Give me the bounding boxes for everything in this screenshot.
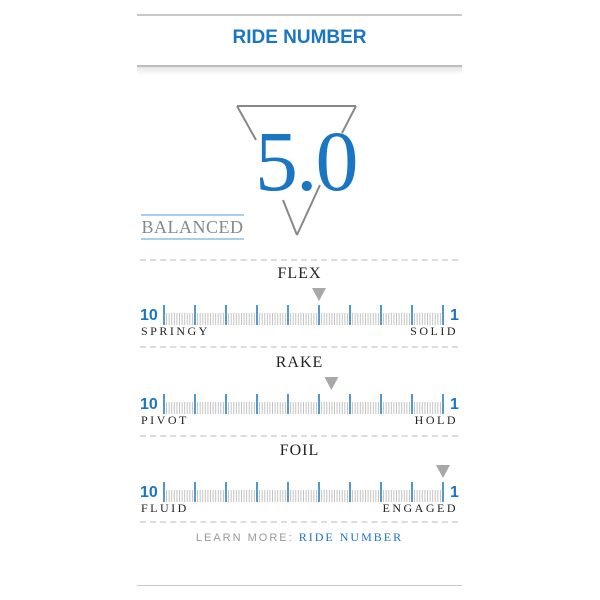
- foil-marker: [436, 465, 450, 478]
- rake-left-label: PIVOT: [141, 413, 189, 427]
- foil-left-label: FLUID: [141, 501, 189, 515]
- foil-title: FOIL: [279, 442, 320, 459]
- flex-min-number: 1: [450, 307, 459, 324]
- rake-max-number: 10: [140, 396, 158, 413]
- bottom-divider: [137, 585, 462, 586]
- flex-left-label: SPRINGY: [141, 324, 210, 338]
- page-title: RIDE NUMBER: [232, 27, 367, 48]
- ride-number-value: 5.0: [255, 113, 358, 209]
- header-shadow: [137, 67, 462, 75]
- flex-marker: [312, 288, 326, 301]
- top-divider: [137, 14, 462, 16]
- divider: [140, 435, 458, 437]
- ride-number-link[interactable]: RIDE NUMBER: [298, 530, 404, 544]
- ride-number-label: BALANCED: [141, 214, 244, 240]
- foil-scale: [163, 465, 450, 502]
- learn-more: LEARN MORE: RIDE NUMBER: [137, 530, 462, 545]
- flex-scale: [163, 288, 444, 325]
- rake-title: RAKE: [275, 354, 324, 371]
- learn-more-prefix: LEARN MORE:: [195, 532, 294, 544]
- foil-right-label: ENGAGED: [382, 501, 458, 515]
- rake-min-number: 1: [450, 396, 459, 413]
- rake-right-label: HOLD: [414, 413, 458, 427]
- flex-max-number: 10: [140, 307, 158, 324]
- foil-max-number: 10: [140, 484, 158, 501]
- flex-title: FLEX: [277, 265, 322, 282]
- divider: [140, 346, 458, 348]
- divider: [140, 521, 458, 523]
- triangle-emblem: [236, 105, 357, 236]
- header-divider: [137, 65, 462, 67]
- rake-scale: [163, 377, 444, 414]
- flex-right-label: SOLID: [410, 324, 458, 338]
- rake-marker: [324, 377, 339, 390]
- divider: [140, 259, 458, 261]
- foil-min-number: 1: [450, 484, 459, 501]
